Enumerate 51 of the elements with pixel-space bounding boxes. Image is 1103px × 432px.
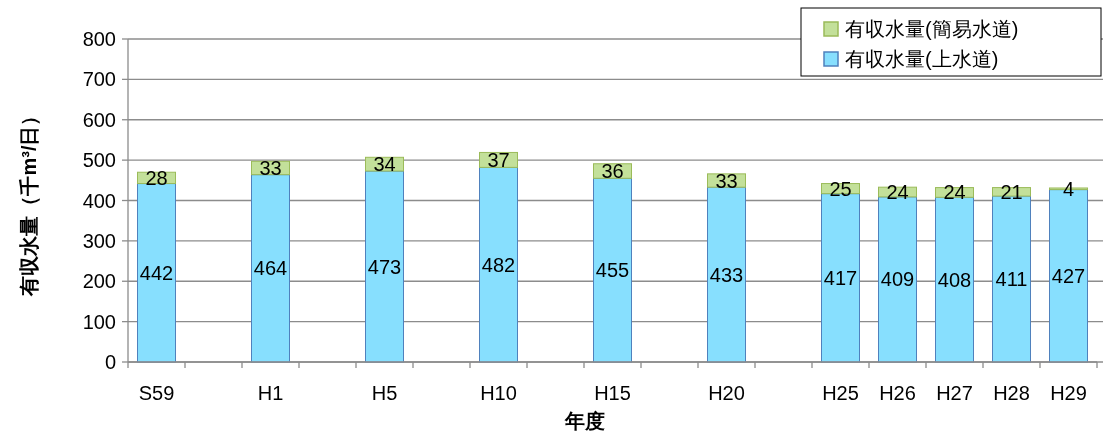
bar: [707, 186, 746, 363]
y-tick-label: 100: [82, 310, 116, 333]
bar: [137, 183, 176, 363]
data-label: 482: [481, 253, 516, 276]
x-tick-label: H28: [993, 382, 1030, 404]
bar: [365, 170, 404, 363]
data-label: 33: [715, 169, 738, 192]
data-label: 33: [259, 157, 282, 179]
x-tick-label: S59: [138, 382, 175, 404]
data-label: 21: [1000, 180, 1023, 203]
y-tick-label: 500: [82, 149, 116, 172]
data-label: 24: [886, 181, 909, 204]
data-label: 409: [880, 268, 915, 291]
x-tick-label: H25: [822, 382, 859, 404]
bar: [251, 174, 290, 363]
data-label: 34: [373, 153, 396, 176]
data-label: 411: [995, 268, 1028, 291]
bar: [593, 177, 632, 363]
y-tick-label: 0: [104, 351, 116, 373]
x-tick-label: H5: [371, 382, 398, 404]
x-tick-label: H15: [594, 382, 631, 404]
y-tick-label: 800: [82, 28, 116, 50]
bar: [479, 166, 518, 363]
data-label: 28: [145, 166, 168, 189]
data-label: 427: [1051, 264, 1086, 287]
y-tick-label: 700: [82, 68, 116, 91]
data-label: 417: [823, 266, 858, 289]
x-tick-label: H27: [936, 382, 973, 404]
x-tick-label: H20: [708, 382, 745, 404]
y-tick-label: 400: [82, 189, 116, 212]
y-tick-label: 300: [82, 229, 116, 252]
x-tick-label: H10: [480, 382, 517, 404]
data-label: 442: [139, 261, 174, 284]
legend-label: 有収水量(簡易水道): [845, 18, 1019, 40]
data-label: 433: [709, 263, 744, 286]
x-tick-label: H26: [879, 382, 916, 404]
data-label: 36: [601, 160, 624, 183]
data-label: 455: [595, 259, 630, 282]
y-tick-label: 200: [82, 270, 116, 293]
data-label: 24: [943, 181, 966, 204]
legend-label: 有収水量(上水道): [845, 48, 999, 70]
data-label: 464: [253, 257, 288, 280]
data-label: 25: [829, 177, 852, 200]
data-label: 408: [937, 268, 972, 291]
y-axis-title: 有収水量（千m³/日）: [18, 105, 40, 297]
x-tick-label: H1: [257, 382, 284, 404]
y-tick-label: 600: [82, 108, 116, 131]
x-tick-label: H29: [1050, 382, 1087, 404]
data-label: 473: [367, 255, 402, 278]
x-axis-title: 年度: [564, 410, 605, 432]
data-label: 37: [487, 148, 510, 171]
